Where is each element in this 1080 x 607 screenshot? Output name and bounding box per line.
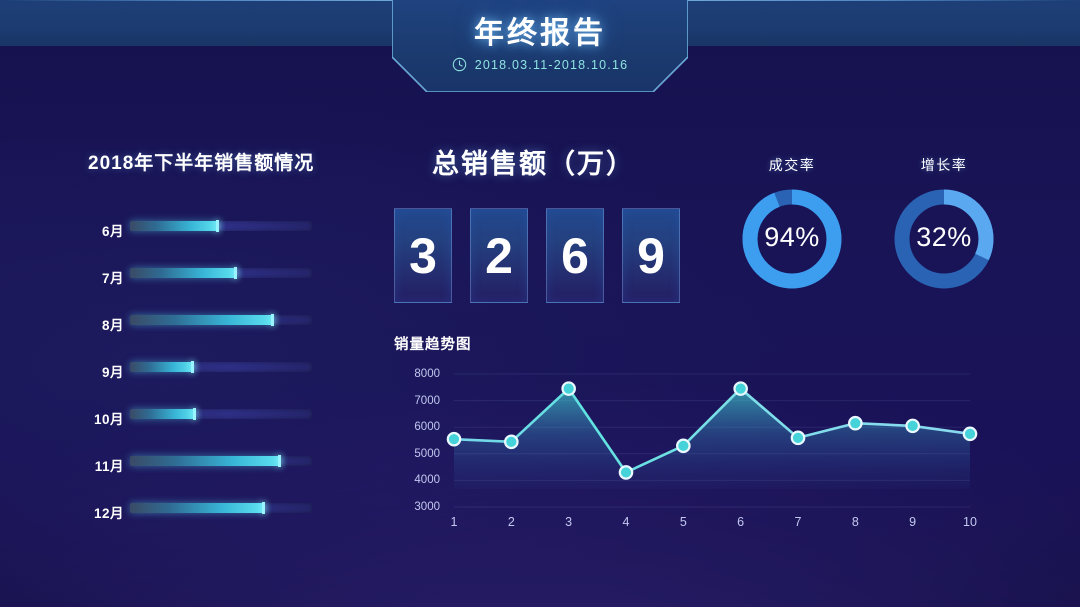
y-axis-tick: 3000	[414, 501, 440, 513]
bar-fill	[130, 361, 194, 373]
bar-track	[130, 220, 312, 232]
header-title-tab	[392, 0, 688, 92]
x-axis-tick: 6	[737, 515, 745, 529]
y-axis-tick: 8000	[414, 368, 440, 380]
data-point-marker[interactable]	[561, 381, 576, 396]
trend-chart-title: 销量趋势图	[394, 337, 472, 353]
data-point-marker[interactable]	[905, 418, 920, 434]
bar-label: 6月	[101, 224, 124, 239]
bar-label: 8月	[101, 318, 124, 333]
x-axis-tick: 2	[507, 515, 515, 529]
data-point-marker[interactable]	[790, 430, 806, 446]
bar-track	[130, 502, 312, 514]
trend-chart: 8000 7000 6000 5000 4000 3000 1 2 3 4 5 6 7 8 9 10	[392, 360, 992, 535]
data-point-marker[interactable]	[848, 415, 863, 431]
x-axis-tick: 5	[679, 515, 687, 529]
x-axis-tick: 4	[622, 515, 630, 529]
y-axis-tick: 7000	[414, 394, 440, 407]
data-point-marker[interactable]	[962, 426, 978, 442]
bar-fill	[130, 455, 282, 467]
bar-row: 7月	[78, 257, 328, 304]
total-sales-title: 总销售额（万）	[432, 149, 635, 179]
bar-track	[130, 408, 312, 420]
bar-label: 7月	[101, 271, 124, 286]
bar-fill	[130, 408, 196, 420]
x-axis-tick: 9	[909, 515, 917, 529]
bar-label: 12月	[93, 506, 124, 521]
clock-icon	[452, 57, 466, 72]
trend-chart-canvas	[446, 373, 978, 508]
page-title: 年终报告	[474, 17, 606, 50]
bar-track	[130, 314, 312, 326]
donut-label-conversion: 成交率	[768, 157, 816, 173]
x-axis-tick: 10	[963, 515, 977, 529]
x-axis-tick: 1	[450, 515, 458, 529]
donut-value-conversion: 94%	[764, 222, 820, 252]
bar-row: 6月	[78, 210, 328, 257]
donut-chart-growth: 32%	[889, 184, 999, 294]
monthly-sales-bar-list: 6月 7月 8月 9月 10月 11月 12月	[78, 210, 328, 539]
bar-fill	[130, 267, 238, 279]
bar-track	[130, 361, 312, 373]
data-point-marker[interactable]	[733, 381, 748, 396]
donut-label-growth: 增长率	[920, 157, 968, 173]
donut-card-growth: 增长率 32%	[874, 155, 1014, 294]
data-point-marker[interactable]	[618, 465, 634, 480]
x-axis-tick: 7	[794, 515, 802, 529]
bar-label: 9月	[101, 365, 124, 380]
y-axis-tick: 5000	[414, 447, 440, 460]
left-panel-title: 2018年下半年销售额情况	[88, 153, 315, 174]
donut-chart-conversion: 94%	[737, 184, 847, 294]
bar-track	[130, 267, 312, 279]
donut-card-conversion: 成交率 94%	[722, 155, 862, 294]
total-sales-digit: 6	[546, 208, 604, 303]
y-axis-tick: 6000	[414, 421, 440, 434]
data-point-marker[interactable]	[504, 434, 519, 450]
date-range-row: 2018.03.11-2018.10.16	[0, 57, 1080, 72]
bar-label: 11月	[94, 459, 124, 474]
data-point-marker[interactable]	[676, 438, 691, 454]
bar-fill	[130, 502, 265, 514]
date-range-text: 2018.03.11-2018.10.16	[474, 57, 629, 72]
bar-fill	[130, 314, 274, 326]
bar-label: 10月	[93, 412, 124, 427]
bar-fill	[130, 220, 220, 232]
bar-row: 10月	[78, 398, 328, 445]
donut-value-growth: 32%	[916, 222, 972, 252]
total-sales-digit: 2	[470, 208, 528, 303]
total-sales-digit: 9	[622, 208, 680, 303]
bar-row: 8月	[78, 304, 328, 351]
y-axis-tick: 4000	[414, 474, 440, 487]
data-point-marker[interactable]	[446, 431, 462, 447]
bar-row: 9月	[78, 351, 328, 398]
bar-row: 11月	[78, 445, 328, 492]
x-axis-tick: 8	[851, 515, 859, 529]
x-axis-tick: 3	[565, 515, 573, 529]
bar-row: 12月	[78, 492, 328, 539]
bar-track	[130, 455, 312, 467]
total-sales-digit: 3	[394, 208, 452, 303]
